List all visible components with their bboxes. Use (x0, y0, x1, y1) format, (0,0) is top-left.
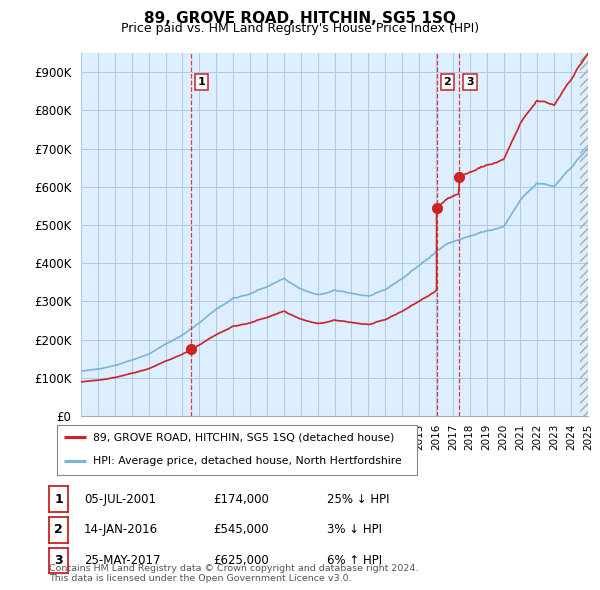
Text: 05-JUL-2001: 05-JUL-2001 (84, 493, 156, 506)
Text: 1: 1 (198, 77, 206, 87)
Text: Contains HM Land Registry data © Crown copyright and database right 2024.
This d: Contains HM Land Registry data © Crown c… (49, 563, 419, 583)
Text: 1: 1 (55, 493, 63, 506)
Text: 3: 3 (466, 77, 474, 87)
Text: HPI: Average price, detached house, North Hertfordshire: HPI: Average price, detached house, Nort… (93, 457, 402, 467)
Text: 25-MAY-2017: 25-MAY-2017 (84, 554, 161, 567)
Text: 6% ↑ HPI: 6% ↑ HPI (327, 554, 382, 567)
Text: 2: 2 (55, 523, 63, 536)
Text: £174,000: £174,000 (213, 493, 269, 506)
Text: Price paid vs. HM Land Registry's House Price Index (HPI): Price paid vs. HM Land Registry's House … (121, 22, 479, 35)
Text: £545,000: £545,000 (213, 523, 269, 536)
Text: 3: 3 (55, 554, 63, 567)
Text: £625,000: £625,000 (213, 554, 269, 567)
Bar (580, 53, 588, 416)
Text: 2: 2 (443, 77, 451, 87)
Text: 25% ↓ HPI: 25% ↓ HPI (327, 493, 389, 506)
Text: 14-JAN-2016: 14-JAN-2016 (84, 523, 158, 536)
Text: 89, GROVE ROAD, HITCHIN, SG5 1SQ: 89, GROVE ROAD, HITCHIN, SG5 1SQ (144, 11, 456, 25)
Text: 89, GROVE ROAD, HITCHIN, SG5 1SQ (detached house): 89, GROVE ROAD, HITCHIN, SG5 1SQ (detach… (93, 432, 394, 442)
Text: 3% ↓ HPI: 3% ↓ HPI (327, 523, 382, 536)
